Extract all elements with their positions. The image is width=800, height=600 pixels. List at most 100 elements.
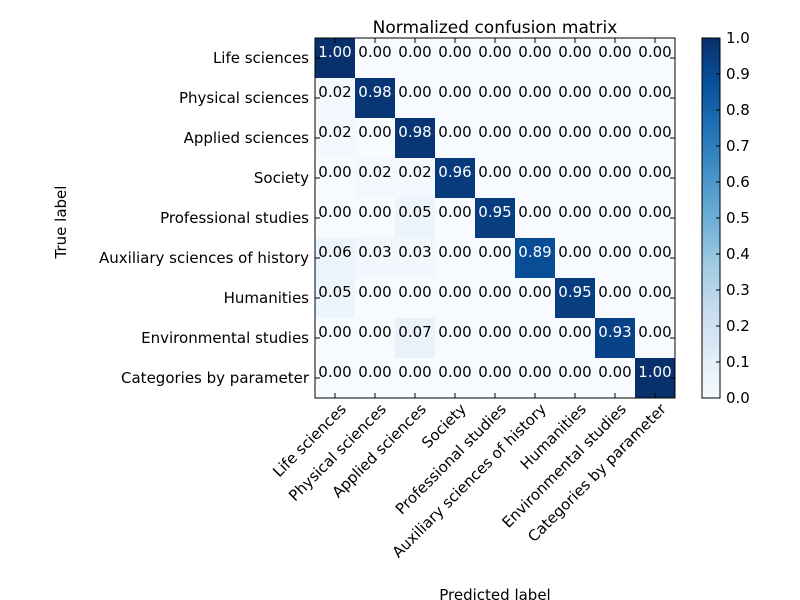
cell-value-label: 0.00	[638, 163, 671, 181]
y-tick-label: Applied sciences	[184, 129, 310, 147]
cell-value-label: 0.00	[438, 323, 471, 341]
heatmap-cell	[635, 118, 676, 159]
cell-value-label: 0.02	[318, 123, 351, 141]
cell-value-label: 0.00	[558, 43, 591, 61]
cell-value-label: 0.00	[438, 363, 471, 381]
cell-value-label: 0.05	[398, 203, 431, 221]
heatmap-cell	[635, 318, 676, 359]
heatmap-cell-labels: 1.00 0.00 0.00 0.00 0.00 0.00 0.00 0.00 0.00 0.02…	[318, 43, 671, 381]
heatmap-cell	[635, 358, 676, 399]
cell-value-label: 0.00	[478, 43, 511, 61]
cell-value-label: 0.00	[518, 323, 551, 341]
y-axis-ticks: Life sciences Physical sciences Applied sc…	[99, 49, 675, 387]
colorbar-tick-label: 0.2	[726, 317, 750, 335]
heatmap-cell	[315, 318, 356, 359]
cell-value-label: 0.00	[478, 283, 511, 301]
cell-value-label: 0.00	[638, 123, 671, 141]
heatmap-cell	[355, 318, 396, 359]
heatmap-cell	[555, 238, 596, 279]
cell-value-label: 0.00	[318, 323, 351, 341]
cell-value-label: 0.00	[558, 83, 591, 101]
heatmap-cell	[515, 38, 556, 79]
cell-value-label: 0.00	[558, 163, 591, 181]
y-tick-label: Categories by parameter	[121, 369, 310, 387]
heatmap-cell	[315, 198, 356, 239]
heatmap-cell	[595, 358, 636, 399]
cell-value-label: 0.00	[638, 323, 671, 341]
cell-value-label: 0.00	[318, 363, 351, 381]
heatmap-cell	[515, 198, 556, 239]
heatmap-cell	[315, 358, 356, 399]
cell-value-label: 0.00	[558, 323, 591, 341]
y-tick-label: Professional studies	[160, 209, 309, 227]
cell-value-label: 0.07	[398, 323, 431, 341]
cell-value-label: 0.93	[598, 323, 631, 341]
cell-value-label: 0.00	[638, 83, 671, 101]
heatmap-cell	[595, 158, 636, 199]
heatmap-cell	[475, 198, 516, 239]
cell-value-label: 0.00	[638, 43, 671, 61]
heatmap-cell	[435, 358, 476, 399]
heatmap-cell	[635, 158, 676, 199]
heatmap-cell	[355, 118, 396, 159]
heatmap-cell	[515, 118, 556, 159]
cell-value-label: 0.00	[438, 283, 471, 301]
cell-value-label: 0.98	[358, 83, 391, 101]
cell-value-label: 0.00	[358, 323, 391, 341]
cell-value-label: 0.95	[478, 203, 511, 221]
cell-value-label: 0.00	[638, 283, 671, 301]
cell-value-label: 0.00	[598, 43, 631, 61]
cell-value-label: 0.98	[398, 123, 431, 141]
cell-value-label: 0.00	[398, 363, 431, 381]
cell-value-label: 0.03	[398, 243, 431, 261]
colorbar-tick-label: 0.6	[726, 173, 750, 191]
heatmap-cell	[595, 238, 636, 279]
heatmap-cells	[315, 38, 676, 399]
heatmap-cell	[475, 238, 516, 279]
cell-value-label: 0.00	[438, 243, 471, 261]
heatmap-cell	[395, 358, 436, 399]
heatmap-cell	[315, 118, 356, 159]
y-tick-label: Physical sciences	[179, 89, 309, 107]
heatmap-cell	[515, 318, 556, 359]
heatmap-cell	[475, 358, 516, 399]
heatmap-cell	[635, 238, 676, 279]
heatmap-cell	[555, 358, 596, 399]
heatmap-cell	[315, 38, 356, 79]
heatmap-cell	[315, 158, 356, 199]
cell-value-label: 0.00	[438, 123, 471, 141]
cell-value-label: 0.00	[518, 43, 551, 61]
cell-value-label: 0.00	[598, 363, 631, 381]
heatmap-cell	[555, 198, 596, 239]
heatmap-cell	[355, 38, 396, 79]
heatmap-cell	[355, 78, 396, 119]
heatmap-cell	[435, 278, 476, 319]
colorbar-tick-label: 0.8	[726, 101, 750, 119]
cell-value-label: 0.00	[518, 83, 551, 101]
y-axis-label: True label	[52, 186, 70, 260]
heatmap-cell	[355, 358, 396, 399]
heatmap-cell	[475, 38, 516, 79]
heatmap-cell	[355, 198, 396, 239]
cell-value-label: 0.00	[318, 163, 351, 181]
heatmap-cell	[435, 238, 476, 279]
colorbar-tick-label: 1.0	[726, 29, 750, 47]
cell-value-label: 0.00	[558, 123, 591, 141]
heatmap-cell	[355, 238, 396, 279]
heatmap-cell	[315, 278, 356, 319]
heatmap-cell	[555, 278, 596, 319]
cell-value-label: 0.00	[598, 83, 631, 101]
cell-value-label: 0.00	[598, 203, 631, 221]
heatmap-cell	[435, 78, 476, 119]
y-tick-label: Society	[254, 169, 309, 187]
cell-value-label: 0.00	[478, 163, 511, 181]
y-tick-label: Humanities	[224, 289, 310, 307]
cell-value-label: 0.02	[398, 163, 431, 181]
heatmap-cell	[515, 158, 556, 199]
heatmap-cell	[435, 38, 476, 79]
colorbar-tick-label: 0.7	[726, 137, 750, 155]
heatmap-cell	[395, 158, 436, 199]
cell-value-label: 0.00	[438, 203, 471, 221]
heatmap-cell	[595, 278, 636, 319]
cell-value-label: 0.03	[358, 243, 391, 261]
